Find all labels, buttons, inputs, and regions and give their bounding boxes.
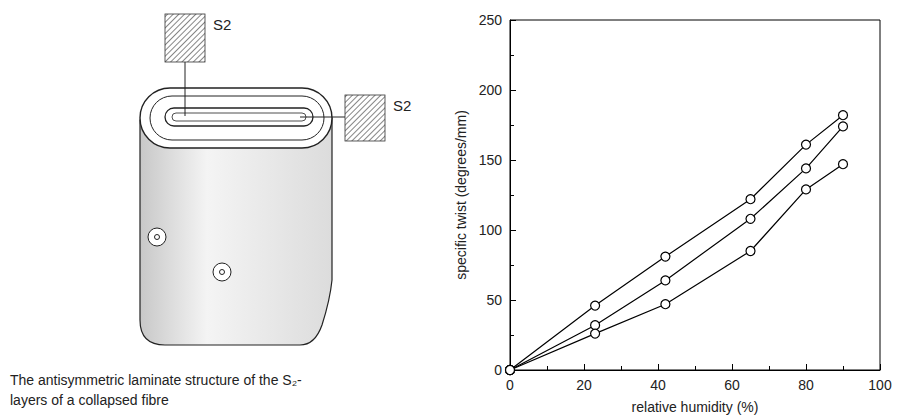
svg-text:100: 100 xyxy=(479,222,503,238)
svg-text:250: 250 xyxy=(479,12,503,28)
svg-text:200: 200 xyxy=(479,82,503,98)
svg-text:20: 20 xyxy=(576,377,592,393)
svg-text:150: 150 xyxy=(479,152,503,168)
svg-text:60: 60 xyxy=(724,377,740,393)
svg-text:40: 40 xyxy=(650,377,666,393)
html-text:The antisymmetric laminate str: The antisymmetric laminate structure of … xyxy=(10,372,302,408)
svg-text:S2: S2 xyxy=(393,97,411,114)
svg-text:0: 0 xyxy=(494,362,502,378)
svg-text:S2: S2 xyxy=(213,16,231,33)
svg-text:100: 100 xyxy=(868,377,892,393)
svg-text:specific twist (degrees/mm): specific twist (degrees/mm) xyxy=(453,110,469,280)
svg-text:0: 0 xyxy=(506,377,514,393)
svg-text:50: 50 xyxy=(486,292,502,308)
svg-text:relative humidity (%): relative humidity (%) xyxy=(632,399,759,415)
svg-text:80: 80 xyxy=(798,377,814,393)
